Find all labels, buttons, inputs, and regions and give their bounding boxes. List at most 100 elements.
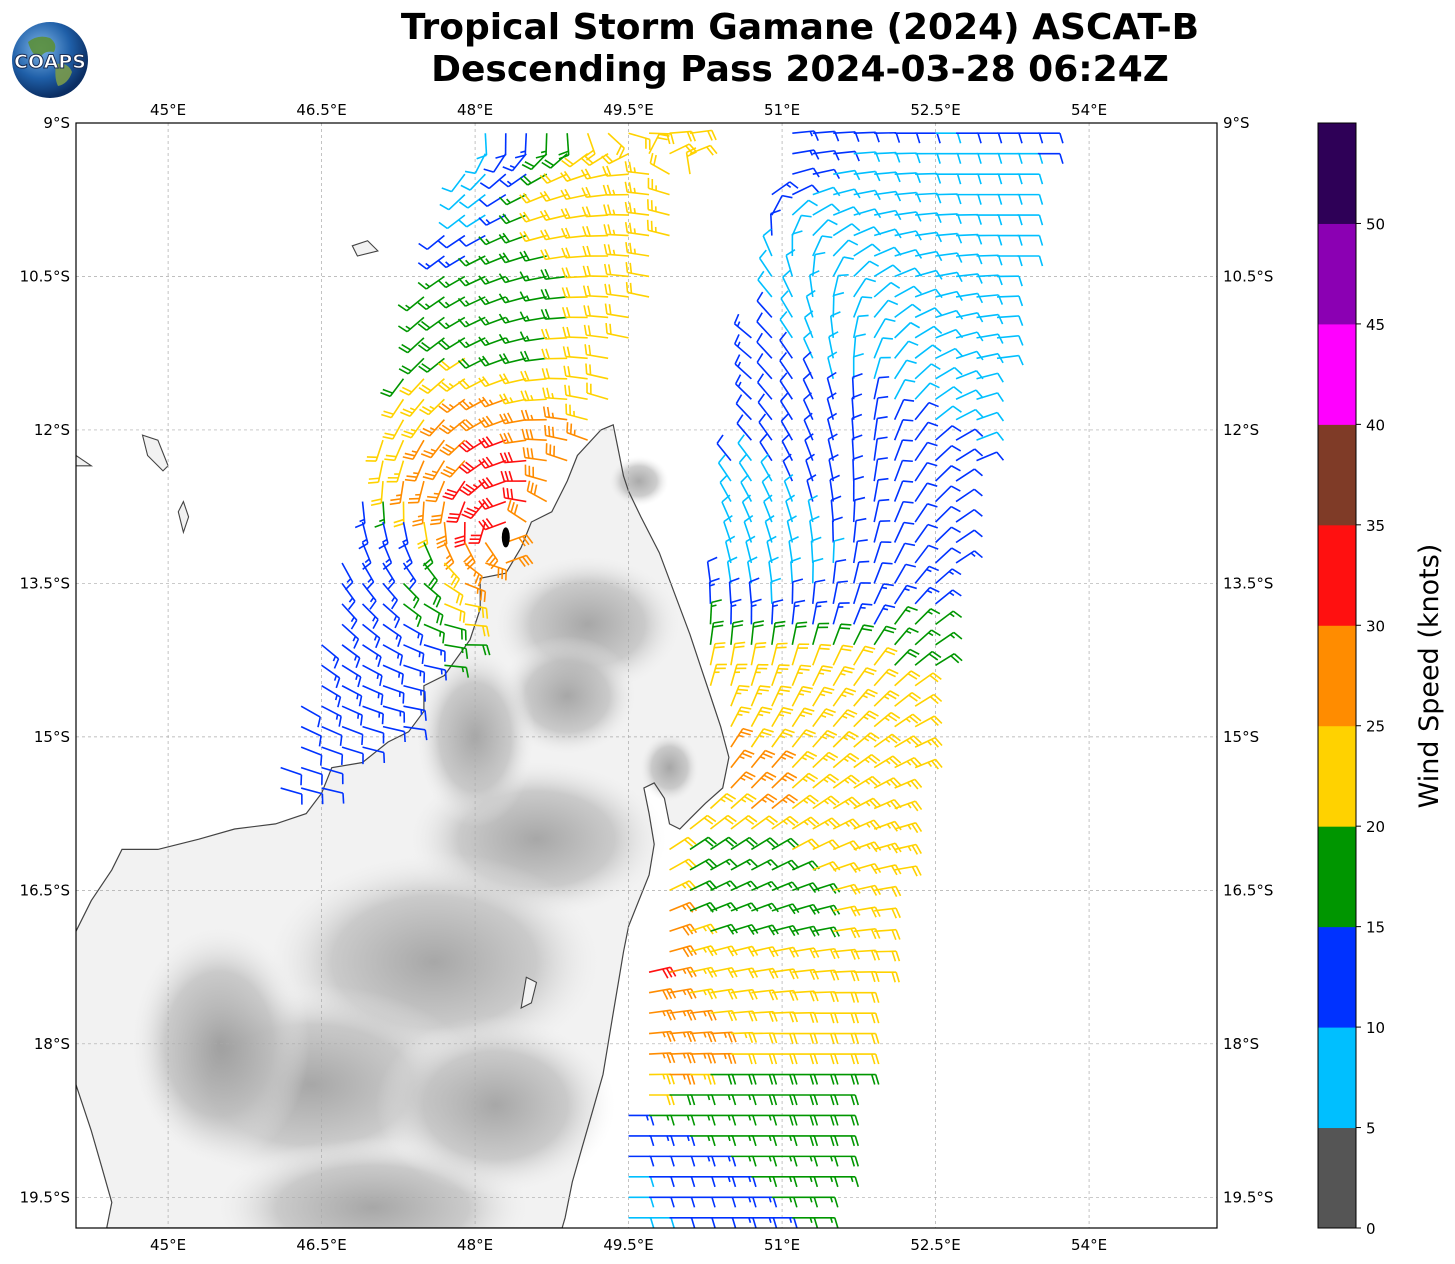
wind-barb [545,443,568,462]
barb-feather [542,387,547,398]
barb-feather [870,950,877,961]
wind-barb [812,1196,839,1208]
wind-barb [751,1155,778,1167]
barb-half-feather [391,596,396,602]
wind-barb [771,946,800,958]
barb-feather [510,488,514,500]
barb-feather [423,449,434,456]
wind-barb [914,461,938,482]
barb-feather [503,432,510,444]
wind-barb [759,433,773,462]
barb-half-feather [464,300,470,306]
wind-barb [873,842,902,854]
barb-feather [431,514,443,518]
wind-barb [807,494,818,523]
wind-barb [649,1114,675,1126]
barb-feather [781,433,791,442]
barb-half-feather [758,734,765,738]
barb-staff [341,725,363,736]
wind-barb [628,1155,655,1167]
barb-feather [887,299,899,306]
barb-feather [465,648,469,659]
barb-half-feather [881,586,888,590]
barb-feather [481,498,490,509]
barb-feather [830,795,840,804]
barb-feather [813,1053,819,1065]
barb-feather [976,350,984,361]
wind-barb [300,725,322,747]
colorbar-title: Wind Speed (knots) [1414,544,1445,809]
barb-half-feather [525,275,530,281]
barb-half-feather [768,1217,772,1223]
wind-barb [874,907,901,919]
barb-feather [478,295,486,305]
barb-feather [385,454,397,458]
barb-half-feather [886,845,892,851]
wind-barb [833,1114,860,1126]
colorbar-tick-label: 30 [1366,617,1385,635]
barb-feather [397,636,402,648]
wind-barb [689,1031,717,1043]
wind-barb [669,1176,696,1188]
wind-barb [956,173,982,185]
barb-staff [894,191,917,196]
barb-feather [811,536,822,542]
barb-feather [803,412,813,421]
barb-staff [802,358,814,380]
wind-barb [403,664,426,683]
wind-barb [561,153,589,168]
barb-feather [870,928,877,940]
barb-feather [906,651,917,658]
barb-feather [809,948,816,959]
barb-feather [751,924,759,934]
wind-barb [362,705,384,725]
wind-barb [853,260,880,278]
wind-barb [832,558,847,584]
wind-barb [955,273,983,284]
barb-half-feather [906,760,912,766]
wind-barb [444,644,469,659]
barb-feather [813,1012,819,1023]
wind-barb [873,820,902,832]
barb-feather [788,536,799,542]
wind-barb [341,725,364,745]
wind-barb [829,474,840,502]
barb-staff [791,184,813,196]
barb-feather [1059,133,1064,144]
wind-barb [935,589,962,605]
barb-feather [728,836,738,845]
barb-feather [350,619,358,630]
barb-feather [870,1074,876,1085]
barb-feather [417,344,428,352]
barb-feather [834,1115,839,1126]
wind-barb [812,622,830,646]
barb-staff [280,766,302,776]
wind-barb [603,224,629,237]
barb-feather [873,841,882,851]
barb-staff [717,462,732,482]
colorbar-segment [1318,123,1356,224]
barb-feather [950,505,961,513]
barb-staff [976,372,999,380]
wind-barb [914,269,943,280]
wind-barb [561,267,588,279]
barb-staff [852,336,857,359]
wind-barb [812,795,840,810]
barb-feather [605,322,608,334]
barb-half-feather [803,799,809,804]
barb-feather [761,474,771,483]
barb-feather [913,757,923,766]
barb-feather [731,1156,737,1167]
barb-feather [888,736,898,744]
wind-barb [341,582,356,611]
barb-feather [417,281,427,290]
wind-barb [996,255,1023,267]
barb-feather [711,1094,716,1106]
barb-feather [807,840,817,849]
wind-barb [812,947,840,960]
barb-feather [686,131,693,142]
barb-feather [608,304,612,315]
barb-feather [853,353,864,358]
barb-half-feather [907,803,912,809]
